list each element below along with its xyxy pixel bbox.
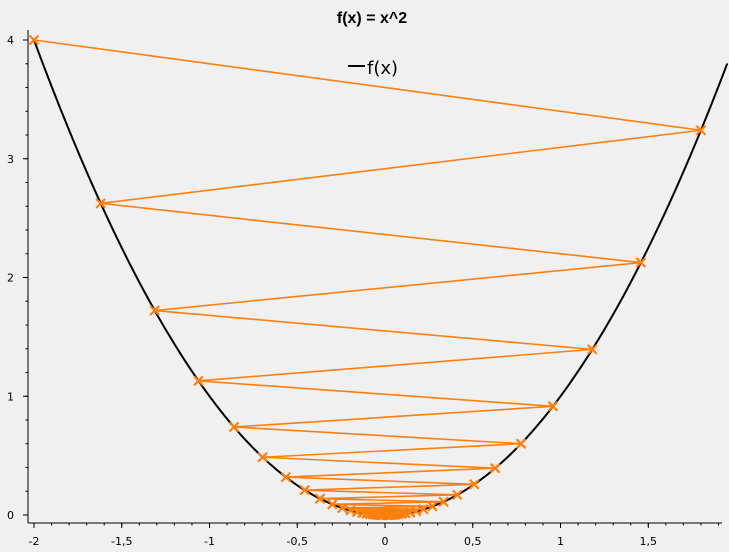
x-tick-label: -1,5: [111, 535, 132, 548]
iterate-marker: [438, 496, 449, 508]
iterate-marker: [489, 462, 501, 474]
y-tick-label: 0: [7, 509, 14, 522]
y-tick-label: 3: [7, 153, 14, 166]
series-line-f-x: [33, 39, 729, 517]
iterate-marker: [257, 451, 268, 463]
iterate-marker: [418, 504, 429, 515]
legend-label-f-x: f(x): [367, 58, 398, 79]
y-tick-label: 2: [7, 272, 14, 285]
axes: [27, 30, 722, 524]
iterate-marker: [299, 484, 311, 496]
legend: f(x): [348, 58, 398, 79]
iterate-marker: [695, 124, 707, 136]
y-tick-label: 1: [7, 390, 14, 403]
iterate-marker: [468, 479, 480, 490]
x-tick-label: 0,5: [464, 535, 482, 548]
x-tick-label: 0: [382, 535, 389, 548]
iterate-marker: [95, 198, 106, 209]
x-tick-label: -1: [204, 535, 215, 548]
iterate-marker: [635, 257, 647, 268]
iterate-marker: [28, 34, 40, 46]
series-line-iterates: [33, 39, 702, 516]
iterate-marker: [515, 438, 527, 449]
x-tick-label: 1,5: [640, 535, 658, 548]
plot-area: [28, 34, 729, 521]
iterate-marker: [327, 499, 338, 510]
iterate-marker: [381, 509, 393, 521]
iterate-marker: [587, 344, 598, 355]
x-tick-label: -2: [29, 535, 40, 548]
iterate-marker: [228, 421, 240, 433]
iterate-marker: [314, 493, 326, 504]
x-ticks: -2 -1,5 -1 -0,5 0 0,5 1 1,5: [29, 523, 719, 548]
iterate-marker: [547, 401, 559, 412]
chart-title: f(x) = x^2: [337, 10, 407, 27]
y-ticks: 0 1 2 3 4: [7, 34, 28, 522]
y-tick-label: 4: [7, 34, 14, 47]
iterate-marker: [193, 375, 204, 387]
iterate-marker: [280, 471, 292, 483]
iterate-markers: [28, 34, 707, 521]
x-tick-label: -0,5: [287, 535, 308, 548]
iterate-marker: [149, 305, 160, 316]
iterate-marker: [337, 502, 348, 514]
x-tick-label: 1: [557, 535, 564, 548]
iterate-marker: [452, 489, 463, 501]
iterate-marker: [427, 501, 438, 512]
iterate-marker: [377, 509, 389, 521]
